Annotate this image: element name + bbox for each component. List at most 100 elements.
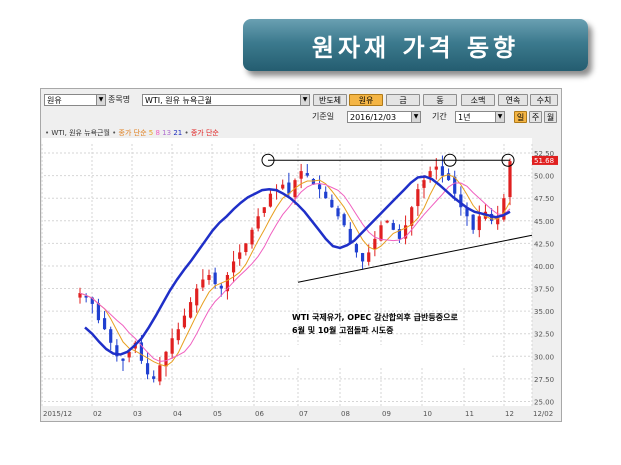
y-axis: 52.50 50.00 47.50 45.00 42.50 40.00 37.50 35.00… [534,150,554,406]
candle [446,173,451,181]
legend-ma-label: 종가 단순 [118,129,147,137]
candle [403,225,408,239]
candle [287,182,291,194]
x-tick-label: 05 [213,410,222,418]
item-name-field[interactable]: WTI, 원유 뉴욕근월 ▼ [142,94,310,106]
candle [502,198,506,220]
candle [176,329,180,341]
chevron-down-icon[interactable]: ▼ [96,95,105,105]
candle [459,194,463,208]
last-price-box [532,155,558,165]
candle [244,243,248,253]
y-tick-label: 32.50 [534,331,554,339]
candle [152,376,156,379]
y-tick-label: 25.00 [534,398,554,406]
btn-monthly[interactable]: 월 [544,111,557,123]
candle [170,338,174,354]
candle [127,351,131,358]
candle [84,295,88,298]
y-tick-label: 45.00 [534,218,554,226]
candle [268,193,273,207]
candle [90,297,94,304]
y-tick-label: 50.00 [534,173,554,181]
item-select[interactable]: 원유 ▼ [44,94,106,106]
item-name-value: WTI, 원유 뉴욕근월 [145,96,212,105]
x-tick-label: 2015/12 [43,410,72,418]
candle [416,189,420,207]
candle [496,216,500,225]
x-tick-label: 10 [423,410,432,418]
ma21-line [84,175,511,356]
candle [440,166,445,176]
candle [311,178,316,185]
candle [453,176,457,194]
btn-gold[interactable]: 금 [386,94,420,106]
period-select[interactable]: 1년 ▼ [455,111,505,123]
btn-copper[interactable]: 동 [423,94,457,106]
legend-series: WTI, 원유 뉴욕근월 [51,129,110,137]
legend-ma5: 5 [148,129,154,137]
candle [109,329,113,343]
candle [299,171,303,179]
base-date-field[interactable]: 2016/12/03 ▼ [347,111,421,123]
y-tick-label: 35.00 [534,308,554,316]
candle [360,253,365,262]
x-axis: 2015/12 02 03 04 05 06 07 08 09 10 11 12 12/02 [43,410,553,418]
candle [164,351,168,367]
blank-box [290,345,490,367]
candle [188,302,193,318]
highlight-circle [261,153,275,167]
candle [373,238,377,250]
chevron-down-icon[interactable]: ▼ [495,112,504,122]
last-price-label: 51.68 [534,157,554,165]
btn-wheat[interactable]: 소맥 [461,94,495,106]
candle [281,184,285,189]
highlight-circle [443,153,457,167]
base-date-value: 2016/12/03 [350,113,397,122]
x-tick-label: 07 [299,410,308,418]
candle [256,216,260,229]
chevron-down-icon[interactable]: ▼ [411,112,420,122]
candle [238,252,242,259]
y-tick-label: 27.50 [534,376,554,384]
candle [139,342,144,361]
period-label: 기간 [432,112,447,121]
x-tick-label: 04 [173,410,182,418]
candle [391,223,395,230]
candle [422,180,426,188]
highlight-circles [261,153,515,167]
candle [231,261,236,273]
candle [102,318,107,330]
x-tick-label: 03 [133,410,142,418]
btn-weekly[interactable]: 주 [529,111,542,123]
candle [330,199,334,208]
candle [219,285,223,289]
period-value: 1년 [458,113,471,122]
slide-title: 원자재 가격 동향 [243,19,588,71]
y-tick-label: 30.00 [534,353,554,361]
candle [397,229,402,239]
x-tick-label: 12 [505,410,514,418]
x-tick-label: 06 [255,410,264,418]
candle [121,358,125,361]
chevron-down-icon[interactable]: ▼ [300,95,309,105]
candle [182,315,187,328]
candle [324,191,328,199]
highlight-circle [501,153,515,167]
candle [428,171,432,178]
item-select-value: 원유 [47,96,62,105]
x-tick-label: 08 [341,410,350,418]
x-tick-label: 12/02 [533,410,553,418]
candle [195,288,199,306]
candle [225,275,230,292]
btn-values[interactable]: 수치 [530,94,558,106]
candle [471,214,475,230]
btn-daily[interactable]: 일 [514,111,527,123]
candle [477,216,481,231]
btn-continuous[interactable]: 연속 [498,94,528,106]
btn-semiconductor[interactable]: 반도체 [313,94,347,106]
candle [115,345,119,357]
ma5-line [79,174,511,367]
btn-crude-oil[interactable]: 원유 [349,94,383,106]
candle [262,207,266,213]
